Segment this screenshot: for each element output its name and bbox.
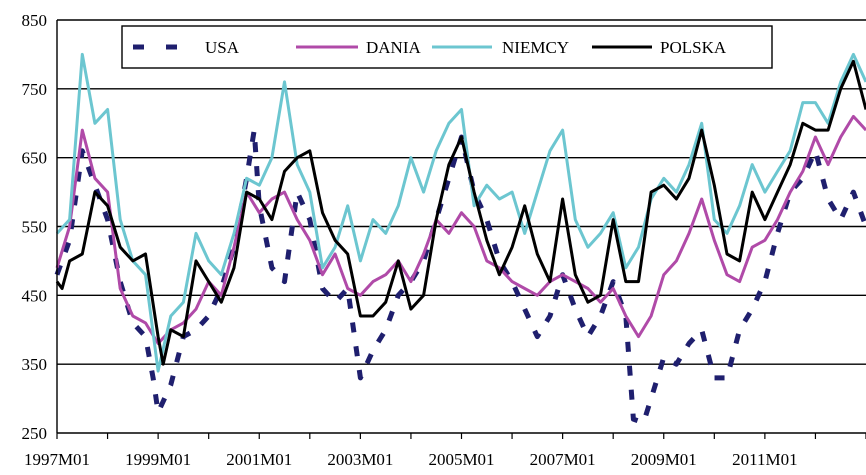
y-tick-label-250: 250 xyxy=(22,424,48,443)
legend-label-polska: POLSKA xyxy=(660,38,727,57)
x-tick-label-2009M01: 2009M01 xyxy=(631,450,697,469)
y-axis-tick-labels: 250 350 450 550 650 750 850 xyxy=(22,11,48,443)
y-tick-label-550: 550 xyxy=(22,218,48,237)
x-tick-label-2011M01: 2011M01 xyxy=(732,450,798,469)
series-line-niemcy xyxy=(55,52,866,373)
legend: USA DANIA NIEMCY POLSKA xyxy=(121,25,773,69)
x-tick-label-1997M01: 1997M01 xyxy=(24,450,90,469)
x-tick-label-2001M01: 2001M01 xyxy=(226,450,292,469)
y-tick-label-350: 350 xyxy=(22,355,48,374)
x-tick-label-1999M01: 1999M01 xyxy=(125,450,191,469)
x-tick-label-2005M01: 2005M01 xyxy=(428,450,494,469)
x-tick-label-2007M01: 2007M01 xyxy=(530,450,596,469)
legend-label-usa: USA xyxy=(205,38,240,57)
x-tick-label-2003M01: 2003M01 xyxy=(327,450,393,469)
y-tick-label-450: 450 xyxy=(22,286,48,305)
series-lines xyxy=(54,52,866,426)
legend-label-niemcy: NIEMCY xyxy=(502,38,569,57)
y-tick-label-650: 650 xyxy=(22,149,48,168)
x-axis-tick-labels: 1997M01 1999M01 2001M01 2003M01 2005M01 2007M… xyxy=(24,450,798,469)
axes xyxy=(56,20,866,439)
y-tick-label-850: 850 xyxy=(22,11,48,30)
series-line-dania xyxy=(55,114,866,345)
legend-label-dania: DANIA xyxy=(366,38,421,57)
series-line-polska xyxy=(55,59,866,366)
y-tick-label-750: 750 xyxy=(22,80,48,99)
series-line-usa xyxy=(54,127,866,426)
